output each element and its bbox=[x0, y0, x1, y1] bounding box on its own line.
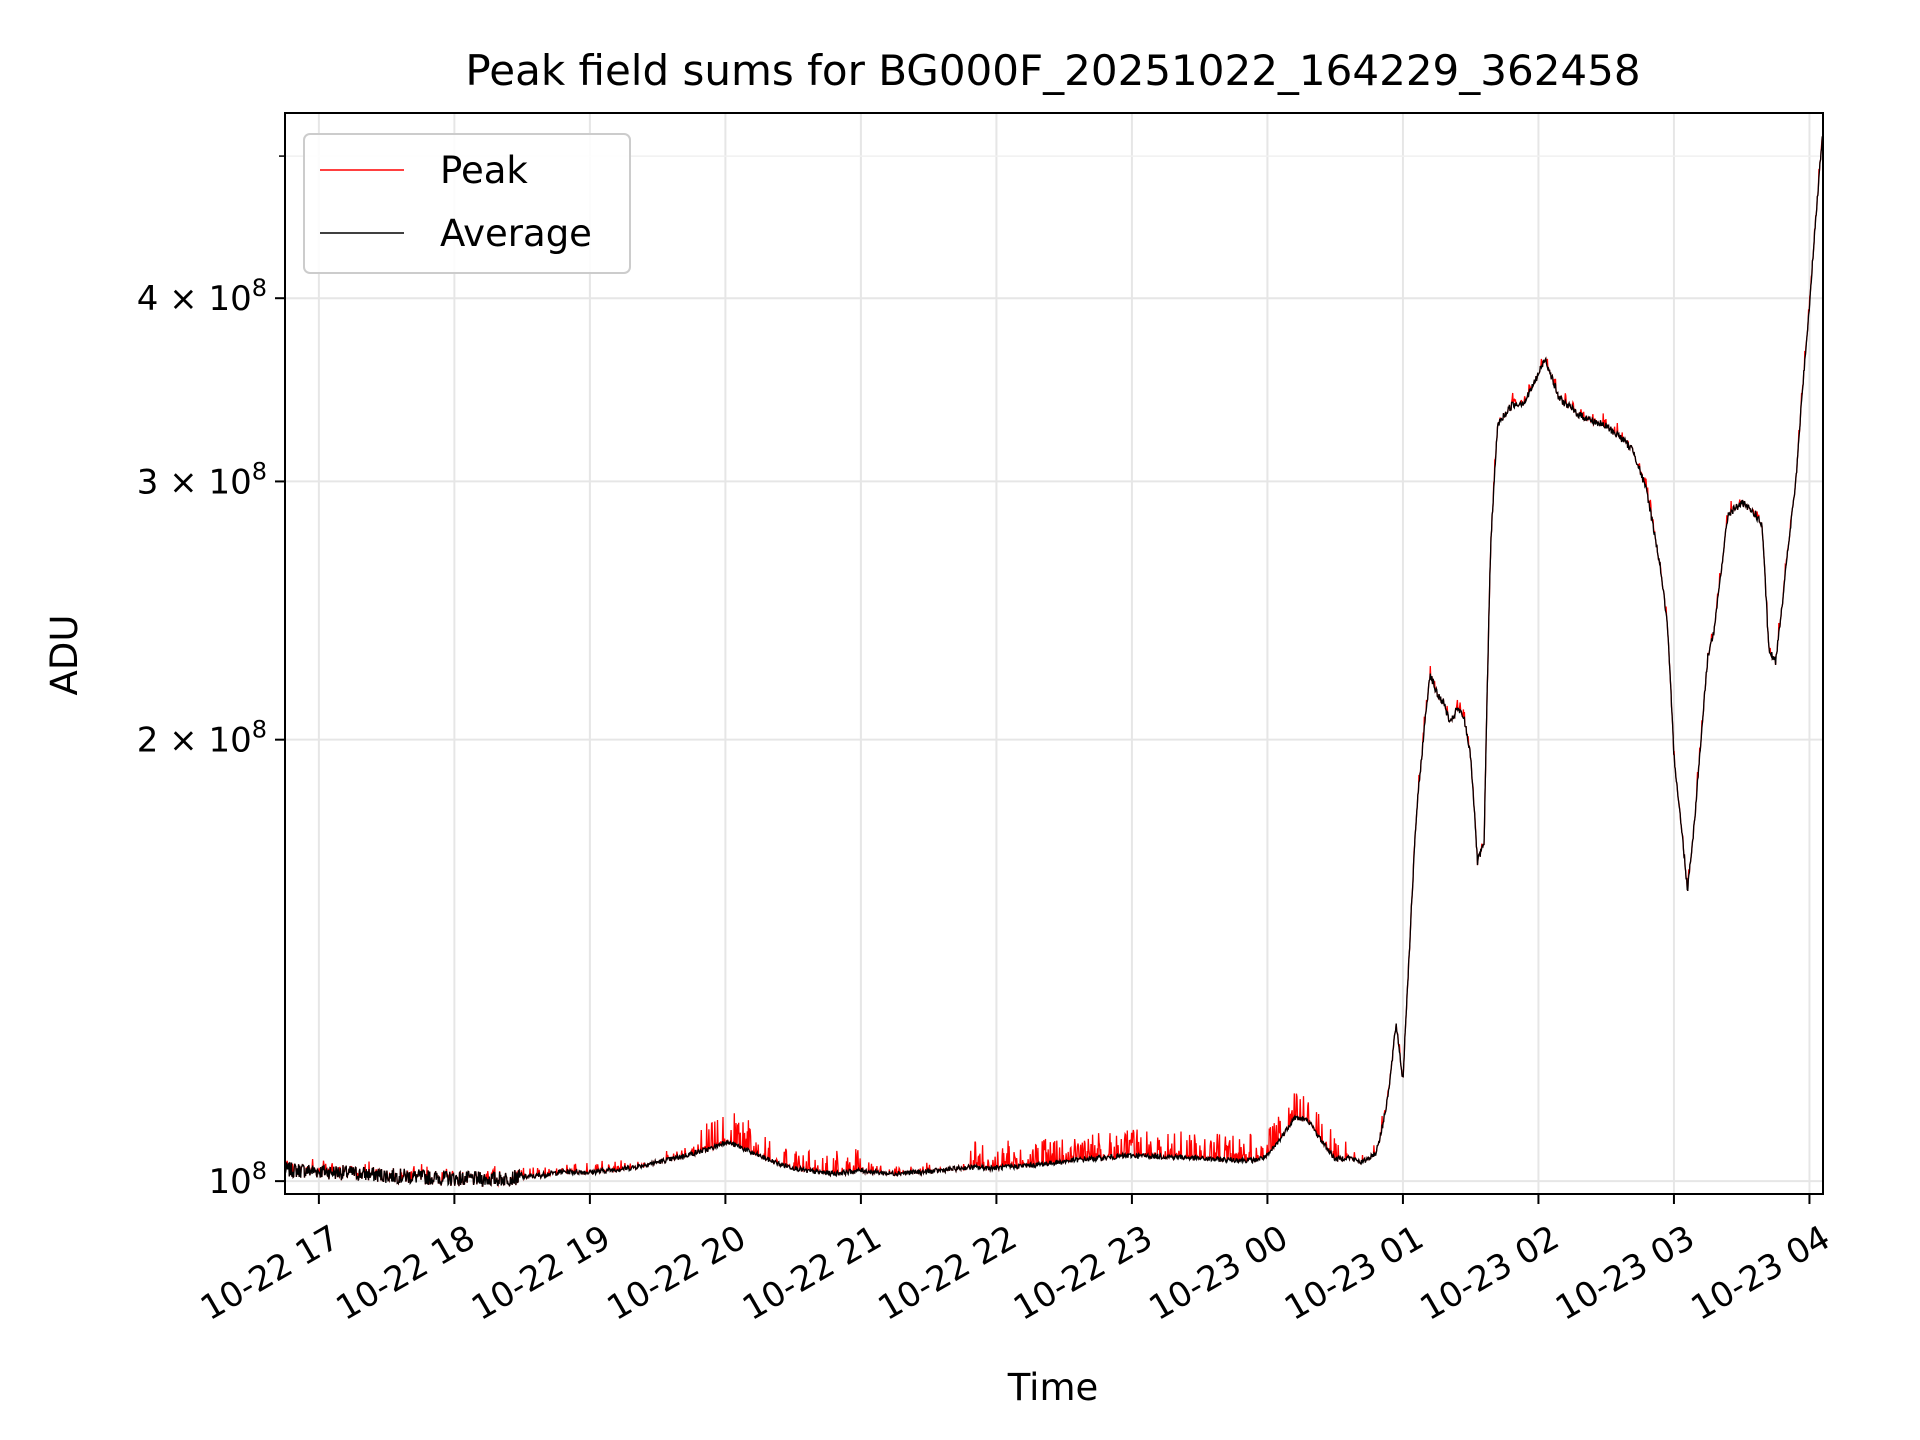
y-tick-label: 4 × 108 bbox=[137, 274, 267, 319]
y-tick-label: 3 × 108 bbox=[137, 457, 267, 502]
x-axis-label: Time bbox=[1007, 1366, 1099, 1409]
chart-title: Peak field sums for BG000F_20251022_1642… bbox=[465, 46, 1640, 95]
average-series bbox=[285, 135, 1823, 1187]
y-axis-label: ADU bbox=[43, 615, 86, 696]
legend-average-label: Average bbox=[440, 212, 592, 255]
plot-frame bbox=[284, 112, 1824, 1195]
legend-peak-label: Peak bbox=[440, 149, 528, 192]
y-tick-label: 2 × 108 bbox=[137, 716, 267, 761]
y-tick-label: 108 bbox=[208, 1157, 267, 1202]
grid bbox=[285, 113, 1823, 1194]
legend-box bbox=[303, 133, 631, 274]
average-line bbox=[285, 135, 1823, 1187]
legend: Peak Average bbox=[303, 133, 631, 274]
